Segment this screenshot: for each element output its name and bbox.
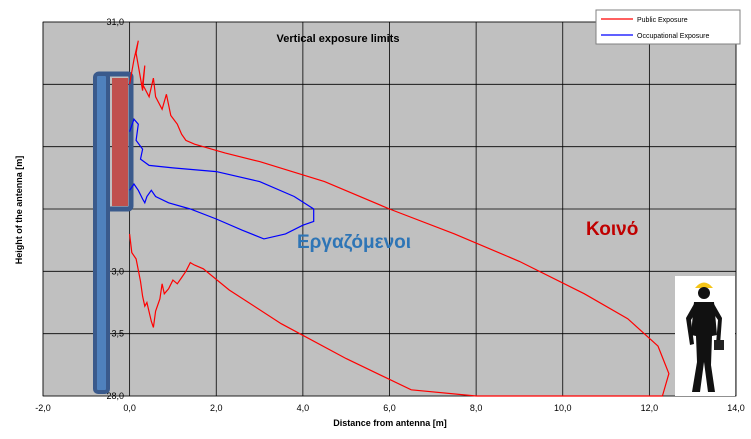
x-tick-label: 0,0 [123,403,136,413]
x-tick-labels: -2,0 0,0 2,0 4,0 6,0 8,0 10,0 12,0 14,0 [35,403,745,413]
antenna-panel [112,78,128,206]
y-tick-label: 3,0 [111,266,124,276]
x-axis-title: Distance from antenna [m] [333,418,447,428]
grid [42,21,737,397]
x-tick-label: 8,0 [470,403,483,413]
antenna-mast [93,72,110,394]
x-tick-label: 10,0 [554,403,572,413]
annotation-public: Κοινό [586,219,638,240]
y-tick-labels: 31,0 3,0 3,5 28,0 [106,17,124,401]
annotation-workers: Εργαζόμενοι [297,232,411,253]
legend-label-occupational: Occupational Exposure [637,33,709,40]
y-axis-title: Height of the antenna [m] [14,156,24,265]
public-exposure-line [129,40,670,397]
y-tick-label: 28,0 [106,391,124,401]
x-tick-label: 2,0 [210,403,223,413]
worker-icon [675,276,735,396]
y-tick-label: 31,0 [106,17,124,27]
x-tick-label: 6,0 [383,403,396,413]
x-tick-label: 14,0 [727,403,745,413]
x-tick-label: -2,0 [35,403,51,413]
legend-box [595,9,741,45]
y-tick-label: 3,5 [111,329,124,339]
chart-title: Vertical exposure limits [277,33,400,45]
hard-hat-icon [695,282,713,288]
legend-label-public: Public Exposure [637,17,688,24]
occupational-exposure-line [129,118,315,240]
x-tick-label: 4,0 [297,403,310,413]
x-tick-label: 12,0 [641,403,659,413]
legend: Public Exposure Occupational Exposure [595,9,741,45]
